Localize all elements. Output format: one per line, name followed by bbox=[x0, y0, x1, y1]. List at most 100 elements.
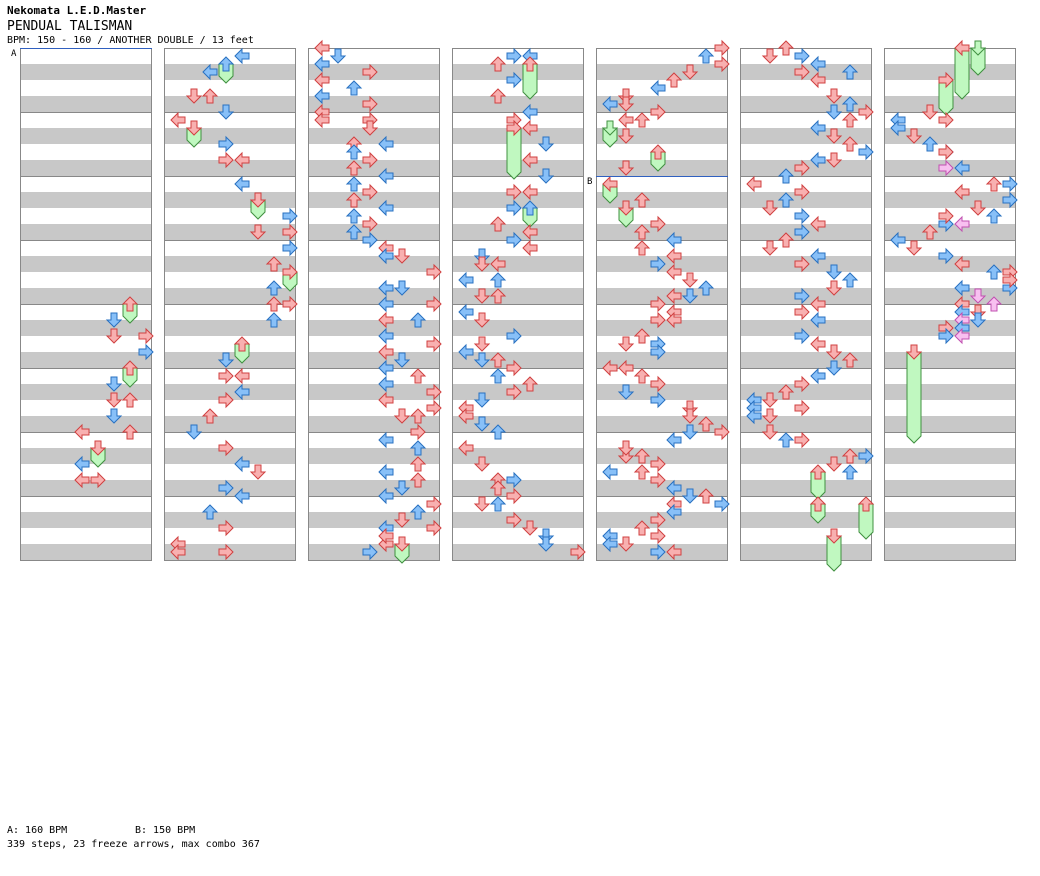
step-arrow-right bbox=[506, 199, 522, 217]
beat-band bbox=[20, 256, 152, 272]
step-arrow-up bbox=[841, 112, 859, 128]
step-arrow-right bbox=[282, 239, 298, 257]
step-arrow-right bbox=[506, 71, 522, 89]
step-arrow-right bbox=[794, 183, 810, 201]
beat-band bbox=[164, 240, 296, 256]
step-arrow-right bbox=[794, 375, 810, 393]
step-arrow-left bbox=[234, 455, 250, 473]
step-arrow-left bbox=[666, 287, 682, 305]
beat-band bbox=[452, 192, 584, 208]
beat-band bbox=[740, 512, 872, 528]
step-arrow-up bbox=[201, 408, 219, 424]
beat-band bbox=[884, 464, 1016, 480]
step-arrow-up bbox=[985, 176, 1003, 192]
step-arrow-right bbox=[362, 231, 378, 249]
beat-band bbox=[20, 304, 152, 320]
step-arrow-left bbox=[522, 103, 538, 121]
step-arrow-left bbox=[378, 295, 394, 313]
beat-band bbox=[308, 384, 440, 400]
beat-band bbox=[308, 240, 440, 256]
step-arrow-down bbox=[825, 360, 843, 376]
beat-band bbox=[740, 176, 872, 192]
step-arrow-right bbox=[426, 335, 442, 353]
step-arrow-down bbox=[105, 376, 123, 392]
beat-band bbox=[20, 128, 152, 144]
step-arrow-down bbox=[905, 240, 923, 256]
beat-band bbox=[740, 368, 872, 384]
step-arrow-up bbox=[409, 368, 427, 384]
beat-band bbox=[164, 176, 296, 192]
step-arrow-left bbox=[314, 39, 330, 57]
beat-band bbox=[740, 480, 872, 496]
step-arrow-left bbox=[314, 71, 330, 89]
beat-band bbox=[596, 480, 728, 496]
step-arrow-up bbox=[697, 48, 715, 64]
beat-band bbox=[164, 288, 296, 304]
step-arrow-right bbox=[1002, 271, 1018, 289]
step-arrow-left bbox=[234, 175, 250, 193]
step-arrow-right bbox=[218, 439, 234, 457]
step-arrow-left bbox=[74, 423, 90, 441]
step-arrow-left bbox=[314, 111, 330, 129]
step-arrow-up bbox=[521, 376, 539, 392]
beat-band bbox=[308, 224, 440, 240]
step-arrow-left bbox=[810, 247, 826, 265]
step-arrow-left bbox=[650, 79, 666, 97]
step-arrow-up bbox=[841, 136, 859, 152]
beat-band bbox=[164, 144, 296, 160]
step-arrow-down bbox=[825, 528, 843, 544]
beat-band bbox=[884, 544, 1016, 560]
step-arrow-left bbox=[378, 391, 394, 409]
bpm-marker-label: B bbox=[587, 177, 592, 187]
chart-column-0 bbox=[20, 48, 154, 561]
step-arrow-down bbox=[617, 384, 635, 400]
step-arrow-right bbox=[218, 543, 234, 561]
step-arrow-down bbox=[473, 312, 491, 328]
step-arrow-up bbox=[985, 296, 1003, 312]
step-arrow-down bbox=[761, 48, 779, 64]
beat-band bbox=[20, 352, 152, 368]
step-arrow-down bbox=[681, 408, 699, 424]
beat-band bbox=[20, 176, 152, 192]
beat-band bbox=[884, 432, 1016, 448]
beat-band bbox=[164, 224, 296, 240]
step-arrow-down bbox=[905, 344, 923, 360]
step-arrow-left bbox=[602, 175, 618, 193]
beat-band bbox=[596, 320, 728, 336]
step-arrow-down bbox=[537, 168, 555, 184]
beat-band bbox=[596, 352, 728, 368]
beat-band bbox=[452, 80, 584, 96]
beat-band bbox=[740, 128, 872, 144]
step-arrow-up bbox=[121, 360, 139, 376]
beat-band bbox=[164, 336, 296, 352]
bpm-marker-label: A bbox=[11, 49, 17, 59]
step-arrow-up bbox=[489, 424, 507, 440]
step-arrow-right bbox=[506, 487, 522, 505]
step-arrow-left bbox=[458, 439, 474, 457]
beat-band bbox=[308, 256, 440, 272]
step-arrow-down bbox=[521, 520, 539, 536]
step-arrow-right bbox=[650, 255, 666, 273]
beat-band bbox=[740, 544, 872, 560]
beat-band bbox=[308, 320, 440, 336]
step-arrow-right bbox=[362, 215, 378, 233]
beat-band bbox=[20, 96, 152, 112]
step-arrow-right bbox=[650, 543, 666, 561]
beat-band bbox=[308, 208, 440, 224]
step-arrow-right bbox=[714, 39, 730, 57]
song-title: PENDUAL TALISMAN bbox=[7, 19, 133, 34]
step-arrow-left bbox=[666, 263, 682, 281]
beat-band bbox=[596, 272, 728, 288]
column-border bbox=[596, 48, 728, 561]
step-arrow-down bbox=[249, 224, 267, 240]
step-arrow-left bbox=[810, 215, 826, 233]
beat-band bbox=[596, 368, 728, 384]
step-arrow-down bbox=[617, 96, 635, 112]
step-arrow-left bbox=[954, 215, 970, 233]
step-arrow-up bbox=[633, 464, 651, 480]
column-border bbox=[884, 48, 1016, 561]
step-arrow-up bbox=[809, 496, 827, 512]
beat-band bbox=[20, 512, 152, 528]
step-arrow-right bbox=[90, 471, 106, 489]
